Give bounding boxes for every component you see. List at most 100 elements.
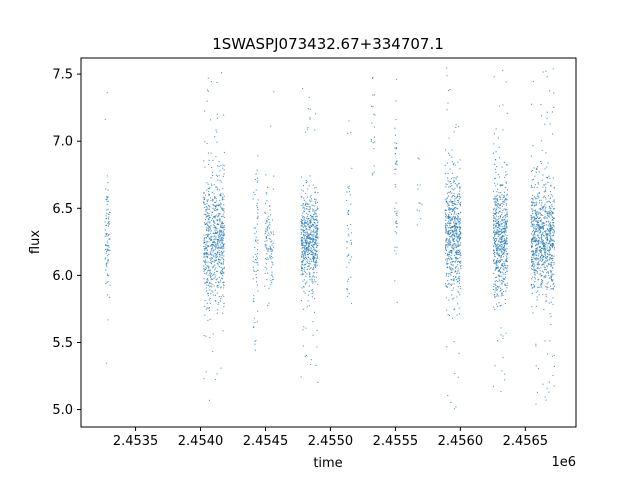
data-point <box>543 243 545 245</box>
data-point <box>212 232 214 234</box>
data-point <box>533 236 535 238</box>
data-point <box>499 205 501 207</box>
data-point <box>543 246 545 248</box>
y-axis: 5.05.56.06.57.07.5 <box>52 68 81 418</box>
data-point <box>220 367 222 369</box>
data-point <box>545 248 547 250</box>
data-point <box>219 213 221 215</box>
data-point <box>395 163 397 165</box>
data-point <box>449 251 451 253</box>
data-point <box>449 236 451 238</box>
data-point <box>503 196 505 198</box>
data-point <box>313 256 315 258</box>
data-point <box>493 283 495 285</box>
data-point <box>210 276 212 278</box>
data-point <box>304 263 306 265</box>
data-point <box>219 244 221 246</box>
data-point <box>450 279 452 281</box>
data-point <box>214 255 216 257</box>
data-point <box>206 247 208 249</box>
data-point <box>550 316 552 318</box>
data-point <box>534 240 536 242</box>
data-point <box>207 224 209 226</box>
data-point <box>496 267 498 269</box>
data-point <box>218 296 220 298</box>
data-point <box>303 230 305 232</box>
data-point <box>445 216 447 218</box>
data-point <box>495 240 497 242</box>
data-point <box>208 284 210 286</box>
data-point <box>532 178 534 180</box>
data-point <box>307 209 309 211</box>
data-point <box>223 195 225 197</box>
data-point <box>498 212 500 214</box>
data-point <box>204 247 206 249</box>
data-point <box>203 213 205 215</box>
data-point <box>455 229 457 231</box>
data-point <box>543 255 545 257</box>
data-point <box>531 217 533 219</box>
data-point <box>315 246 317 248</box>
data-point <box>542 196 544 198</box>
data-point <box>311 224 313 226</box>
data-point <box>214 294 216 296</box>
data-point <box>456 314 458 316</box>
data-point <box>315 240 317 242</box>
data-point <box>223 233 225 235</box>
data-point <box>308 235 310 237</box>
data-point <box>314 219 316 221</box>
data-point <box>346 289 348 291</box>
data-point <box>496 238 498 240</box>
data-point <box>494 233 496 235</box>
data-point <box>452 240 454 242</box>
data-point <box>270 280 272 282</box>
data-point <box>504 241 506 243</box>
data-point <box>454 203 456 205</box>
data-point <box>452 172 454 174</box>
data-point <box>314 264 316 266</box>
data-point <box>212 244 214 246</box>
data-point <box>506 199 508 201</box>
data-point <box>501 264 503 266</box>
data-point <box>495 233 497 235</box>
data-point <box>307 300 309 302</box>
data-point <box>494 229 496 231</box>
data-point <box>449 216 451 218</box>
data-point <box>505 213 507 215</box>
data-point <box>501 259 503 261</box>
data-point <box>254 227 256 229</box>
data-point <box>457 237 459 239</box>
data-point <box>223 226 225 228</box>
data-point <box>532 261 534 263</box>
data-point <box>220 271 222 273</box>
data-point <box>540 209 542 211</box>
data-point <box>540 249 542 251</box>
data-point <box>307 108 309 110</box>
data-point <box>223 306 225 308</box>
data-point <box>310 258 312 260</box>
data-point <box>203 238 205 240</box>
data-point <box>497 274 499 276</box>
data-point <box>535 291 537 293</box>
data-point <box>271 261 273 263</box>
data-point <box>215 232 217 234</box>
data-point <box>546 265 548 267</box>
data-point <box>494 296 496 298</box>
data-point <box>494 296 496 298</box>
data-point <box>209 206 211 208</box>
data-point <box>459 168 461 170</box>
data-point <box>493 260 495 262</box>
data-point <box>215 259 217 261</box>
data-point <box>212 159 214 161</box>
data-point <box>447 202 449 204</box>
data-point <box>533 255 535 257</box>
data-point <box>545 233 547 235</box>
data-point <box>539 270 541 272</box>
data-point <box>107 245 109 247</box>
data-point <box>549 227 551 229</box>
data-point <box>536 168 538 170</box>
data-point <box>447 280 449 282</box>
data-point <box>218 219 220 221</box>
data-point <box>546 387 548 389</box>
data-point <box>217 309 219 311</box>
